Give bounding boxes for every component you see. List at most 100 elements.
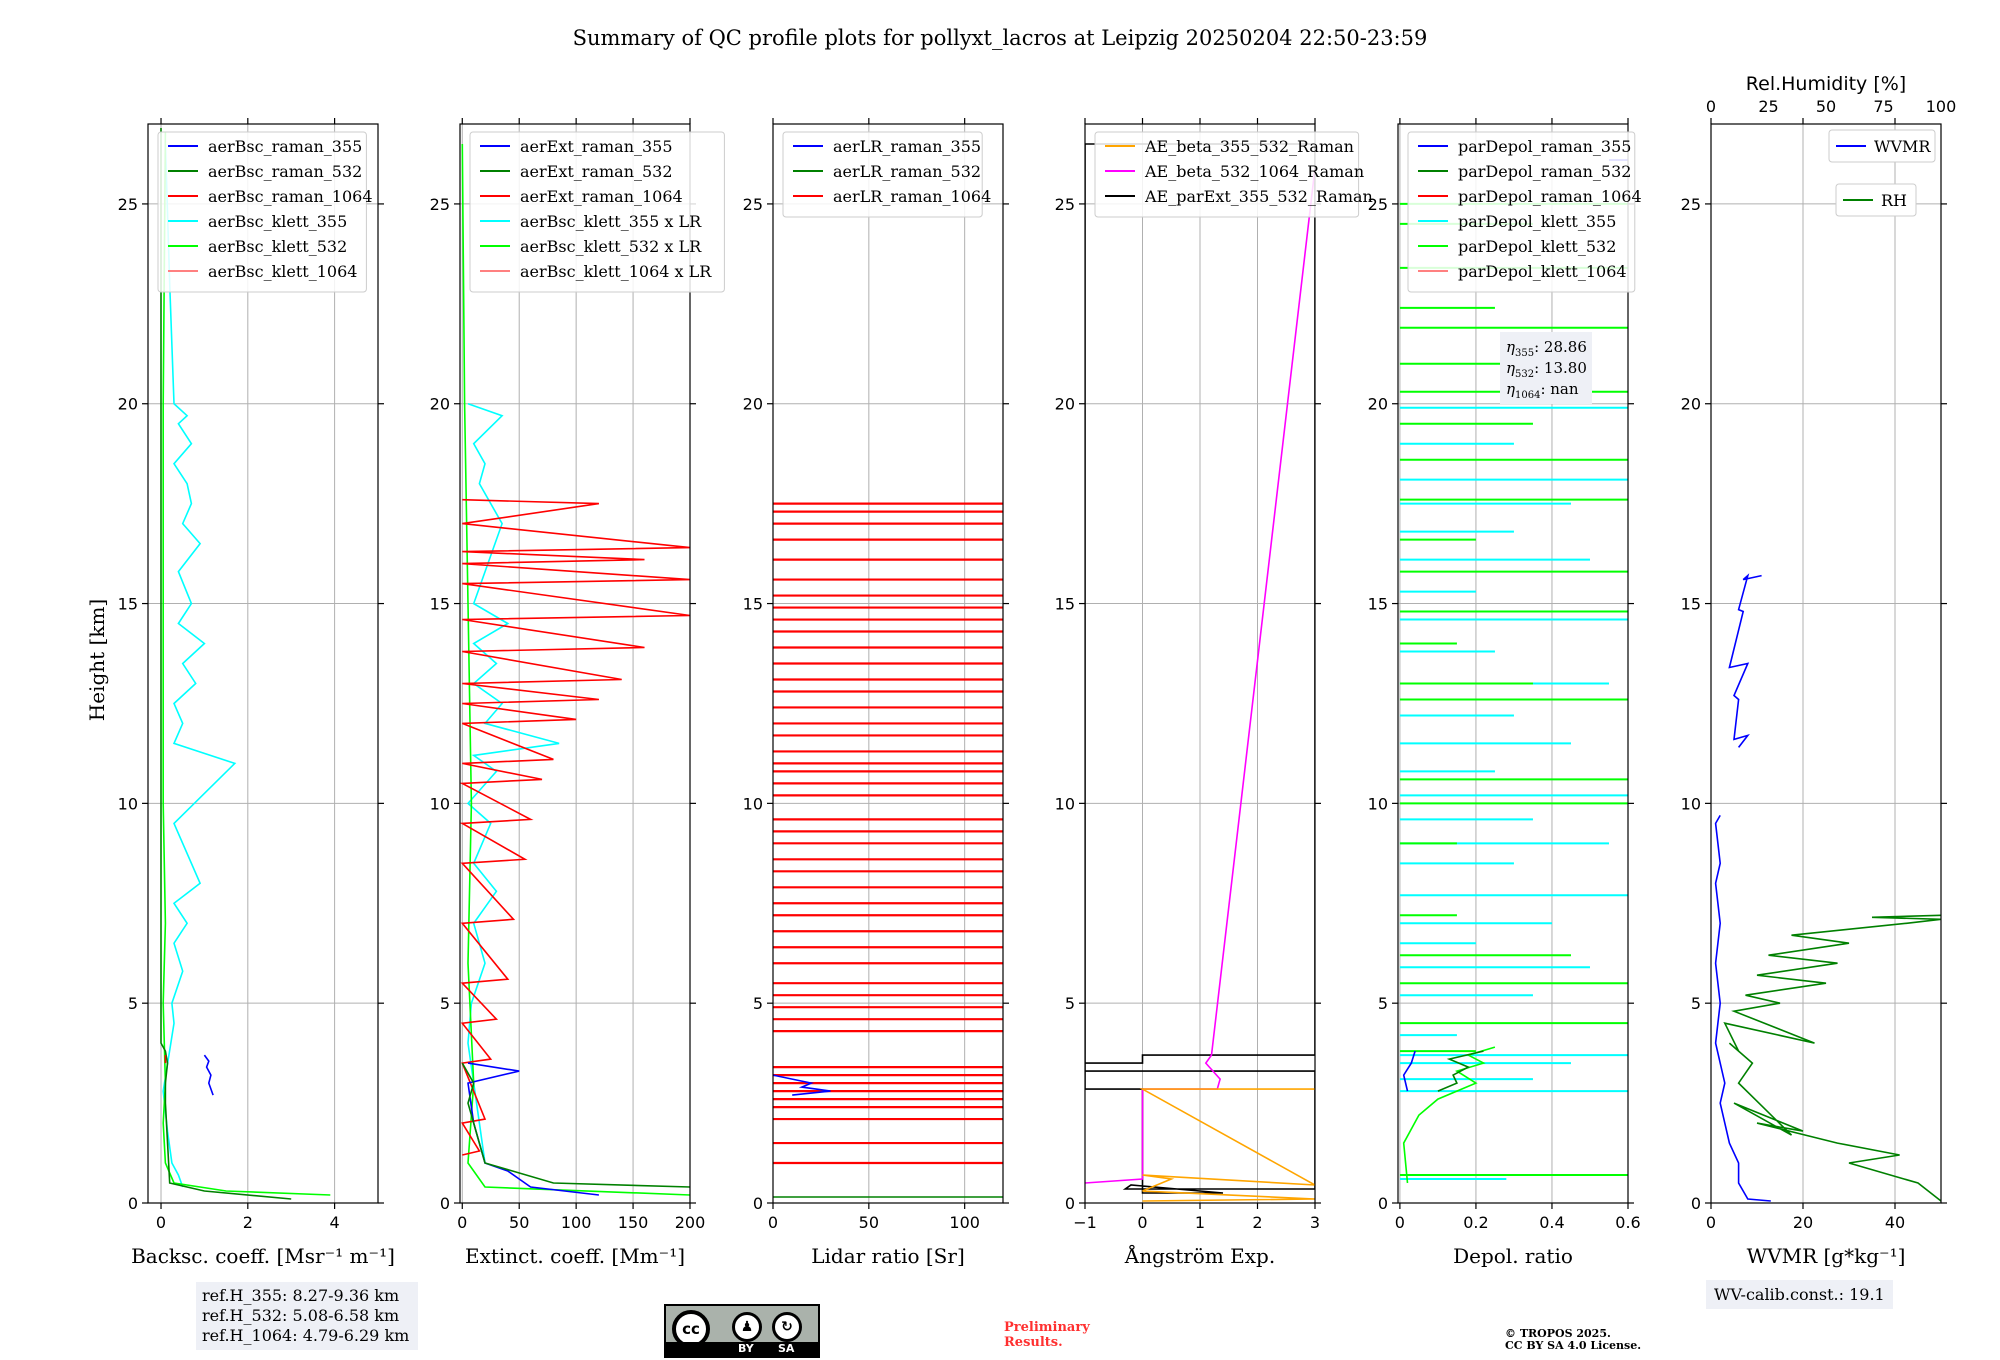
panel-depolarization: 0 5 10 15 20 25 0 0.2 0.4 0.6 Depol. ratio parDepol… (1368, 118, 1642, 1268)
eta-value: η1064: nan (1506, 380, 1579, 401)
series-ae-parext-355-532-raman (1085, 143, 1315, 1194)
y-tick-label: 5 (128, 994, 138, 1013)
legend-label: AE_beta_355_532_Raman (1144, 137, 1354, 156)
legend-label: aerLR_raman_1064 (833, 187, 991, 206)
series-pardepol-klett-532 (1402, 1046, 1496, 1184)
x-tick-label: 0.6 (1615, 1213, 1640, 1232)
y-tick-label: 15 (743, 595, 763, 614)
series-pardepol-raman-355 (1402, 1050, 1416, 1092)
axes-frame (147, 123, 379, 1204)
top-x-tick-label: 75 (1873, 97, 1893, 116)
y-tick-label: 0 (1065, 1194, 1075, 1213)
x-tick-label: −1 (1073, 1213, 1097, 1232)
y-tick-label: 10 (1055, 794, 1075, 813)
x-tick-label: 0 (156, 1213, 166, 1232)
y-tick-label: 5 (1378, 994, 1388, 1013)
legend-label: aerExt_raman_1064 (520, 187, 683, 206)
eta-box (1500, 332, 1592, 404)
y-tick-label: 20 (1681, 395, 1701, 414)
y-tick-label: 0 (440, 1194, 450, 1213)
x-tick-label: 2 (243, 1213, 253, 1232)
series-aerbsc-klett-355 (162, 143, 237, 1188)
legend-label: aerExt_raman_532 (520, 162, 673, 181)
legend-label: aerBsc_klett_1064 (208, 262, 357, 281)
legend-label: parDepol_raman_355 (1458, 137, 1631, 156)
legend-box (157, 131, 367, 293)
legend-label: aerBsc_klett_355 (208, 212, 347, 231)
series-aerext-raman-532 (461, 1062, 690, 1188)
y-tick-label: 15 (1681, 595, 1701, 614)
plot-area (460, 143, 690, 1196)
legend-box (1835, 183, 1917, 217)
y-tick-label: 5 (1691, 994, 1701, 1013)
legend-label: aerBsc_klett_355 x LR (520, 212, 702, 231)
legend: aerExt_raman_355 aerExt_raman_532 aerExt_r… (469, 131, 725, 293)
legend-box (469, 131, 725, 293)
x-axis-label: Backsc. coeff. [Msr⁻¹ m⁻¹] (131, 1244, 395, 1268)
series-wvmr (1714, 815, 1771, 1202)
cc-license-badge: cc ♟ ↻ BY SA (664, 1304, 820, 1358)
series-rh (1723, 914, 1941, 1202)
y-tick-label: 25 (430, 195, 450, 214)
x-tick-label: 200 (675, 1213, 706, 1232)
plot-area (773, 502, 1003, 1198)
panel-lidar_ratio: 0 5 10 15 20 25 0 50 100 Lidar ratio [Sr] aerLR_ra… (743, 118, 1009, 1268)
x-tick-label: 3 (1310, 1213, 1320, 1232)
y-tick-label: 20 (743, 395, 763, 414)
legend-label: aerBsc_raman_355 (208, 137, 362, 156)
plot-area (1714, 573, 1941, 1202)
series-ae-beta-355-532-raman (1139, 1088, 1315, 1202)
x-tick-label: 100 (949, 1213, 980, 1232)
y-axis-label: Height [km] (85, 599, 109, 721)
y-tick-label: 20 (430, 395, 450, 414)
x-tick-label: 2 (1252, 1213, 1262, 1232)
panel-extinction: 0 5 10 15 20 25 0 50 100 150 200 Extinct. coeff. [M… (430, 118, 725, 1268)
copyright-line-1: © TROPOS 2025. (1505, 1327, 1611, 1340)
x-axis-label: Depol. ratio (1453, 1244, 1573, 1268)
top-x-tick-label: 50 (1816, 97, 1836, 116)
panel-backscatter: 0 5 10 15 20 25 0 2 4 Backsc. coeff. [Msr⁻¹ m⁻¹] a… (118, 118, 395, 1268)
legend-box (1828, 129, 1936, 163)
copyright-note: © TROPOS 2025. CC BY SA 4.0 License. (1505, 1328, 1641, 1352)
share-alike-icon: ↻ (772, 1312, 802, 1342)
x-tick-label: 20 (1793, 1213, 1813, 1232)
copyright-line-2: CC BY SA 4.0 License. (1505, 1339, 1642, 1352)
series-aerbsc-klett-532 (162, 131, 331, 1196)
top-x-tick-label: 100 (1926, 97, 1957, 116)
legend: WVMR (1828, 129, 1936, 163)
x-axis-label: Extinct. coeff. [Mm⁻¹] (465, 1244, 685, 1268)
legend-label: aerBsc_klett_532 x LR (520, 237, 702, 256)
y-tick-label: 25 (1055, 195, 1075, 214)
legend-label: parDepol_raman_532 (1458, 162, 1631, 181)
series-aerbsc-raman-532 (160, 128, 292, 1200)
x-tick-label: 0 (1706, 1213, 1716, 1232)
y-tick-label: 25 (743, 195, 763, 214)
legend-label: RH (1881, 191, 1907, 210)
x-axis-label: WVMR [g*kg⁻¹] (1747, 1244, 1906, 1268)
series-aerext-raman-1064 (460, 498, 690, 1156)
x-tick-label: 0.4 (1539, 1213, 1564, 1232)
series-pardepol-raman-532 (1437, 1050, 1484, 1092)
legend-label: aerBsc_raman_532 (208, 162, 362, 181)
preliminary-line-1: Preliminary (1004, 1320, 1090, 1335)
legend-label: AE_beta_532_1064_Raman (1144, 162, 1364, 181)
y-tick-label: 10 (1681, 794, 1701, 813)
x-tick-label: 50 (509, 1213, 529, 1232)
y-tick-label: 0 (753, 1194, 763, 1213)
legend-box (782, 131, 983, 218)
legend-label: aerLR_raman_532 (833, 162, 981, 181)
top-x-tick-label: 0 (1706, 97, 1716, 116)
panel-water_vapor: 0 5 10 15 20 25 0 20 40 WVMR [g*kg⁻¹] 0 25 50 75 100 Re… (1681, 73, 1957, 1268)
preliminary-note: Preliminary Results. (1004, 1320, 1090, 1350)
x-tick-label: 0 (1137, 1213, 1147, 1232)
legend: AE_beta_355_532_Raman AE_beta_532_1064_Ra… (1094, 131, 1373, 218)
eta-value: η532: 13.80 (1506, 359, 1587, 380)
y-tick-label: 0 (1378, 1194, 1388, 1213)
legend-label: aerBsc_klett_1064 x LR (520, 262, 712, 281)
legend-label: parDepol_klett_355 (1458, 212, 1616, 231)
y-tick-label: 15 (430, 595, 450, 614)
y-tick-label: 5 (1065, 994, 1075, 1013)
series-aerbsc-klett-532-x-lr (461, 143, 690, 1196)
